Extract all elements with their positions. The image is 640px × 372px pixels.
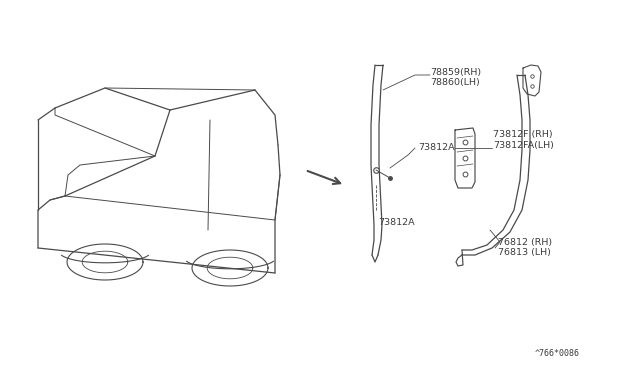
Text: ^766*0086: ^766*0086 <box>535 349 580 358</box>
Text: 73812A: 73812A <box>418 144 454 153</box>
Text: 76812 (RH)
76813 (LH): 76812 (RH) 76813 (LH) <box>498 238 552 257</box>
Text: 73812A: 73812A <box>378 218 415 227</box>
Text: 73812F (RH)
73812FA(LH): 73812F (RH) 73812FA(LH) <box>493 130 554 150</box>
Text: 78859(RH)
78860(LH): 78859(RH) 78860(LH) <box>430 68 481 87</box>
